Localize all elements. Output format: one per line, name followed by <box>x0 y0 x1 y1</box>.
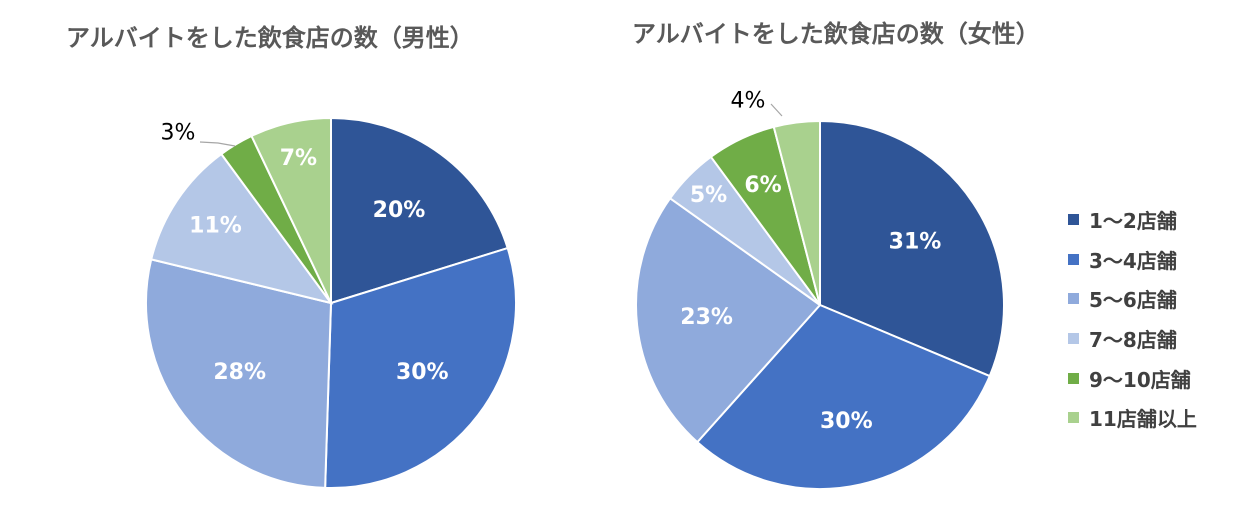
data-label: 4% <box>731 89 766 114</box>
legend-swatch <box>1068 412 1079 424</box>
legend-label: 3～4店舗 <box>1089 248 1177 273</box>
legend-item: 7～8店舗 <box>1068 319 1197 359</box>
legend-label: 11店舗以上 <box>1089 407 1197 432</box>
leader-line <box>770 103 783 117</box>
legend-item: 5～6店舗 <box>1068 279 1197 319</box>
data-label: 31% <box>889 229 942 254</box>
legend-label: 1～2店舗 <box>1089 209 1177 234</box>
pie-slice <box>250 116 332 304</box>
chart-title-female: アルバイトをした飲食店の数（女性） <box>632 20 1040 48</box>
pie-male: 20% 30% 28% 11% 3% 7% <box>145 116 517 489</box>
data-label: 30% <box>396 360 449 385</box>
pie-slice <box>695 303 992 490</box>
data-label: 20% <box>373 198 426 223</box>
pie-slice <box>324 246 517 489</box>
legend-item: 11店舗以上 <box>1068 398 1197 438</box>
data-label: 11% <box>189 214 242 239</box>
leader-line <box>199 141 236 147</box>
legend-swatch <box>1068 214 1079 226</box>
legend: 1～2店舗 3～4店舗 5～6店舗 7～8店舗 9～10店舗 11店舗以上 <box>1068 200 1197 438</box>
legend-label: 5～6店舗 <box>1089 288 1177 313</box>
legend-swatch <box>1068 253 1079 265</box>
data-label: 23% <box>680 305 733 330</box>
data-label: 7% <box>280 146 317 171</box>
pie-slice <box>145 258 333 489</box>
pie-slice <box>635 196 822 444</box>
legend-item: 1～2店舗 <box>1068 200 1197 240</box>
chart-title-male: アルバイトをした飲食店の数（男性） <box>66 24 474 52</box>
pie-slice <box>772 119 821 306</box>
data-label: 6% <box>744 173 781 198</box>
pie-slice <box>819 119 1005 378</box>
data-label: 3% <box>161 121 196 146</box>
data-label: 28% <box>213 360 266 385</box>
legend-swatch <box>1068 372 1079 384</box>
legend-item: 3～4店舗 <box>1068 240 1197 280</box>
legend-swatch <box>1068 333 1079 345</box>
data-label: 5% <box>690 183 727 208</box>
data-label: 30% <box>820 409 873 434</box>
legend-item: 9～10店舗 <box>1068 358 1197 398</box>
pie-slice <box>330 116 509 305</box>
legend-label: 7～8店舗 <box>1089 328 1177 353</box>
pie-slice <box>150 152 334 305</box>
legend-swatch <box>1068 293 1079 305</box>
legend-label: 9～10店舗 <box>1089 367 1191 392</box>
pie-female: 31% 30% 23% 5% 6% 4% <box>635 89 1005 490</box>
